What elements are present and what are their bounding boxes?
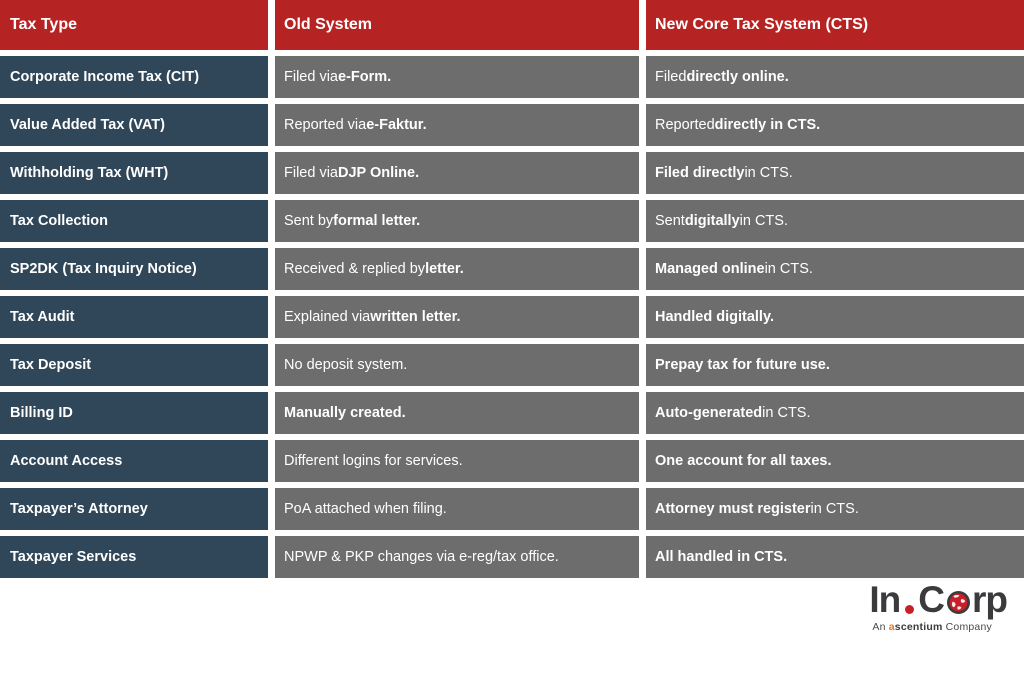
new-system-cell: Reported directly in CTS. <box>646 104 1024 146</box>
new-system-cell: Managed online in CTS. <box>646 248 1024 290</box>
old-system-cell: NPWP & PKP changes via e-reg/tax office. <box>275 536 639 578</box>
tax-type-cell: Value Added Tax (VAT) <box>0 104 268 146</box>
old-system-cell: PoA attached when filing. <box>275 488 639 530</box>
old-system-cell: Filed via DJP Online. <box>275 152 639 194</box>
new-system-cell: Attorney must register in CTS. <box>646 488 1024 530</box>
new-system-cell: Sent digitally in CTS. <box>646 200 1024 242</box>
old-system-cell: Sent by formal letter. <box>275 200 639 242</box>
header-cell-new-system: New Core Tax System (CTS) <box>646 0 1024 50</box>
header-cell-old-system: Old System <box>275 0 639 50</box>
logo-text-in: In <box>869 579 901 620</box>
tax-type-cell: Account Access <box>0 440 268 482</box>
tagline-an: An <box>872 621 886 634</box>
tagline-company: Company <box>945 621 992 634</box>
logo-text-rp: rp <box>972 579 1008 620</box>
tax-type-cell: Billing ID <box>0 392 268 434</box>
incorp-logo: In C rp An ascentium Company <box>869 579 1008 634</box>
comparison-table: Tax Type Old System New Core Tax System … <box>0 0 1024 578</box>
new-system-cell: Filed directly in CTS. <box>646 152 1024 194</box>
old-system-cell: No deposit system. <box>275 344 639 386</box>
new-system-cell: Auto-generated in CTS. <box>646 392 1024 434</box>
old-system-cell: Received & replied by letter. <box>275 248 639 290</box>
new-system-cell: Filed directly online. <box>646 56 1024 98</box>
tagline-brand-rest: scentium <box>894 621 943 634</box>
tagline-brand: ascentium <box>889 621 943 633</box>
tax-type-cell: Tax Deposit <box>0 344 268 386</box>
tax-type-cell: Corporate Income Tax (CIT) <box>0 56 268 98</box>
new-system-cell: One account for all taxes. <box>646 440 1024 482</box>
infographic-page: Tax Type Old System New Core Tax System … <box>0 0 1024 633</box>
new-system-cell: Prepay tax for future use. <box>646 344 1024 386</box>
logo-tagline: An ascentium Company <box>869 621 1007 633</box>
tax-type-cell: Tax Collection <box>0 200 268 242</box>
tax-type-cell: Taxpayer’s Attorney <box>0 488 268 530</box>
tax-type-cell: Taxpayer Services <box>0 536 268 578</box>
old-system-cell: Manually created. <box>275 392 639 434</box>
logo-text-c: C <box>918 579 945 620</box>
tagline-brand-a: a <box>888 621 895 634</box>
new-system-cell: All handled in CTS. <box>646 536 1024 578</box>
old-system-cell: Explained via written letter. <box>275 296 639 338</box>
new-system-cell: Handled digitally. <box>646 296 1024 338</box>
tax-type-cell: Withholding Tax (WHT) <box>0 152 268 194</box>
incorp-wordmark: In C rp <box>869 579 1008 620</box>
old-system-cell: Filed via e-Form. <box>275 56 639 98</box>
tax-type-cell: SP2DK (Tax Inquiry Notice) <box>0 248 268 290</box>
header-cell-tax-type: Tax Type <box>0 0 268 50</box>
old-system-cell: Reported via e-Faktur. <box>275 104 639 146</box>
logo-dot-icon <box>905 605 915 615</box>
globe-icon <box>946 590 971 615</box>
old-system-cell: Different logins for services. <box>275 440 639 482</box>
tax-type-cell: Tax Audit <box>0 296 268 338</box>
